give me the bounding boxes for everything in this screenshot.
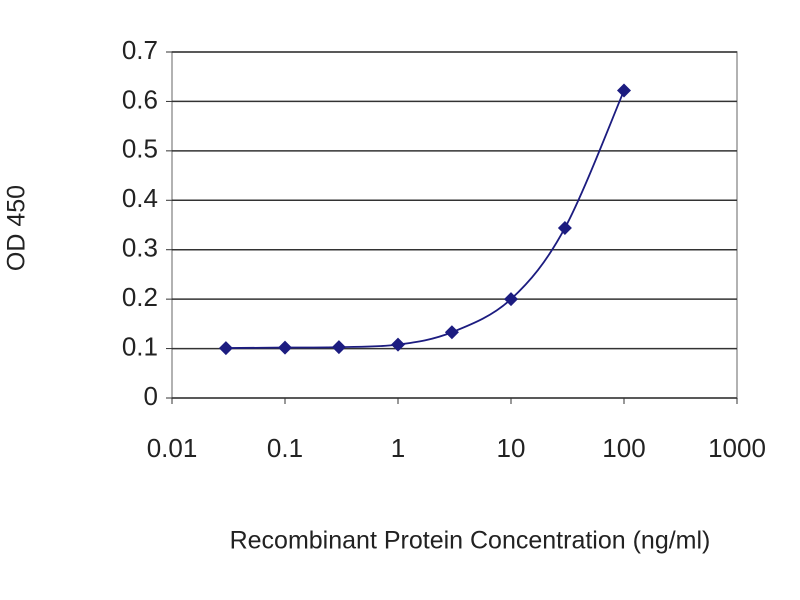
x-tick-label: 1	[391, 433, 405, 463]
x-tick-label: 100	[602, 433, 645, 463]
data-point	[504, 292, 518, 307]
y-tick-label: 0.3	[122, 233, 158, 263]
data-point	[557, 220, 572, 235]
y-tick-label: 0.7	[122, 35, 158, 65]
y-tick-label: 0.5	[122, 134, 158, 164]
data-point	[391, 337, 405, 352]
x-tick-label: 0.1	[267, 433, 303, 463]
data-point	[218, 341, 233, 356]
x-tick-label: 1000	[708, 433, 766, 463]
x-tick-label: 10	[497, 433, 526, 463]
x-tick-label: 0.01	[147, 433, 198, 463]
x-axis-title: Recombinant Protein Concentration (ng/ml…	[230, 527, 711, 555]
data-point	[278, 340, 292, 355]
data-point	[331, 340, 346, 355]
y-tick-label: 0.1	[122, 331, 158, 361]
y-tick-label: 0.6	[122, 84, 158, 114]
y-tick-label: 0.4	[122, 183, 158, 213]
data-point	[444, 325, 459, 340]
y-tick-label: 0.2	[122, 282, 158, 312]
y-tick-label: 0	[144, 381, 158, 411]
data-point	[617, 83, 631, 98]
y-axis-title: OD 450	[3, 185, 31, 271]
